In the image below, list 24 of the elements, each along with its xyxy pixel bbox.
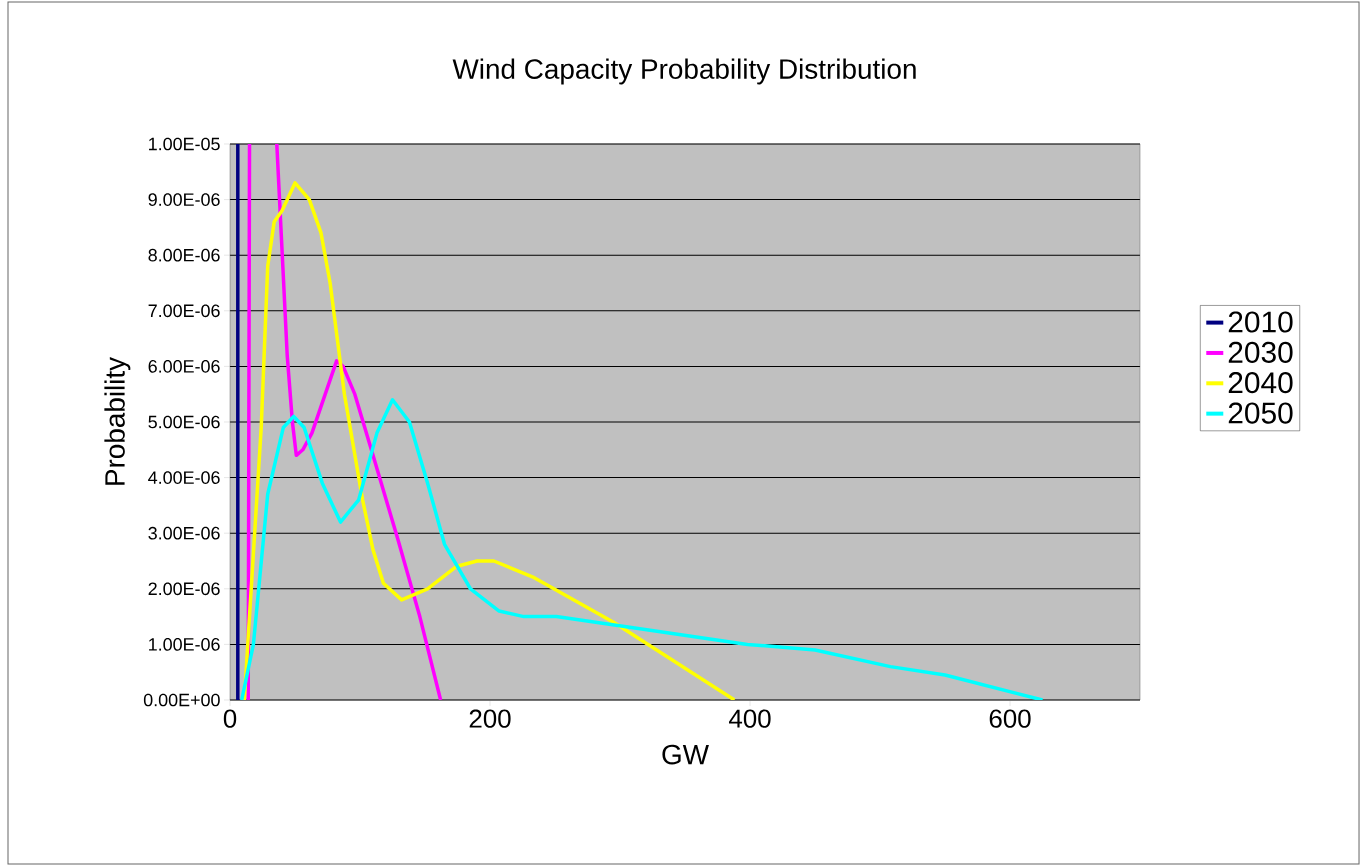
y-tick-label: 8.00E-06 (148, 248, 220, 262)
y-tick-label: 9.00E-06 (148, 193, 220, 206)
y-tick-label: 6.00E-06 (148, 360, 220, 373)
x-tick-label: 600 (989, 709, 1031, 728)
chart-title: Wind Capacity Probability Distribution (452, 58, 916, 85)
y-tick-label: 7.00E-06 (148, 304, 220, 318)
x-axis-title: GW (662, 744, 709, 765)
legend-label: 2040 (1228, 372, 1293, 394)
y-tick-label: 4.00E-06 (148, 471, 220, 484)
x-tick-label: 400 (729, 709, 771, 728)
y-tick-label: 1.00E-05 (149, 137, 220, 151)
x-tick-label: 0 (223, 709, 237, 728)
y-tick-label: 2.00E-06 (148, 582, 220, 596)
line-series (239, 398, 1045, 700)
y-axis-title: Probability (104, 356, 131, 485)
legend-label: 2030 (1228, 341, 1293, 363)
x-tick-label: 200 (469, 709, 511, 728)
y-tick-label: 3.00E-06 (148, 526, 220, 540)
y-tick-label: 5.00E-06 (148, 415, 220, 429)
y-tick-label: 1.00E-06 (149, 638, 220, 651)
legend-label: 2010 (1228, 311, 1293, 333)
line-series (242, 181, 737, 700)
y-tick-label: 0.00E+00 (143, 693, 220, 707)
legend-label: 2050 (1228, 402, 1293, 424)
